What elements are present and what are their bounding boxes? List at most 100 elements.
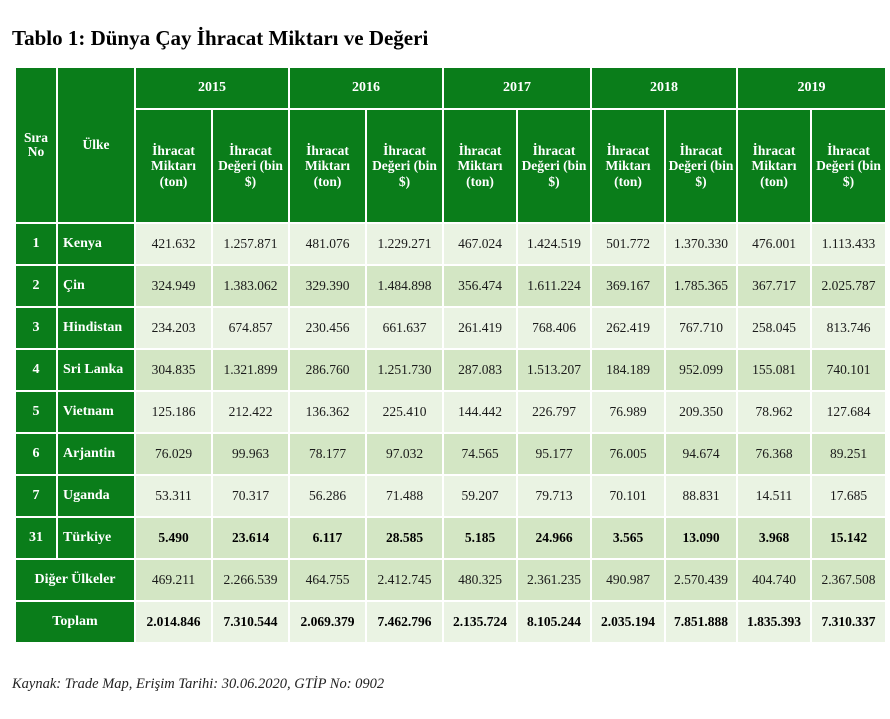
value-cell: 740.101 xyxy=(812,350,885,390)
value-cell: 490.987 xyxy=(592,560,664,600)
country-cell: Kenya xyxy=(58,224,134,264)
table-title: Tablo 1: Dünya Çay İhracat Miktarı ve De… xyxy=(12,26,429,50)
value-cell: 5.490 xyxy=(136,518,211,558)
value-cell: 367.717 xyxy=(738,266,810,306)
value-cell: 404.740 xyxy=(738,560,810,600)
value-cell: 1.229.271 xyxy=(367,224,442,264)
value-cell: 17.685 xyxy=(812,476,885,516)
value-cell: 258.045 xyxy=(738,308,810,348)
total-row: Toplam 2.014.846 7.310.544 2.069.379 7.462.7… xyxy=(16,602,885,642)
tea-export-table: Sıra No Ülke 2015 2016 2017 2018 2019 İh… xyxy=(14,66,887,644)
rank-cell: 1 xyxy=(16,224,56,264)
value-cell: 125.186 xyxy=(136,392,211,432)
country-cell: Sri Lanka xyxy=(58,350,134,390)
value-cell: 24.966 xyxy=(518,518,590,558)
value-cell: 261.419 xyxy=(444,308,516,348)
value-cell: 3.968 xyxy=(738,518,810,558)
value-cell: 74.565 xyxy=(444,434,516,474)
value-cell: 768.406 xyxy=(518,308,590,348)
value-cell: 76.989 xyxy=(592,392,664,432)
country-cell: Hindistan xyxy=(58,308,134,348)
value-cell: 262.419 xyxy=(592,308,664,348)
value-cell: 230.456 xyxy=(290,308,365,348)
header-sira-no: Sıra No xyxy=(16,68,56,222)
value-cell: 767.710 xyxy=(666,308,736,348)
value-cell: 286.760 xyxy=(290,350,365,390)
value-cell: 1.257.871 xyxy=(213,224,288,264)
value-cell: 467.024 xyxy=(444,224,516,264)
header-year: 2018 xyxy=(592,68,736,108)
value-cell: 23.614 xyxy=(213,518,288,558)
value-cell: 356.474 xyxy=(444,266,516,306)
value-cell: 70.317 xyxy=(213,476,288,516)
value-cell: 76.368 xyxy=(738,434,810,474)
value-cell: 56.286 xyxy=(290,476,365,516)
country-cell: Uganda xyxy=(58,476,134,516)
value-cell: 127.684 xyxy=(812,392,885,432)
other-countries-row: Diğer Ülkeler 469.211 2.266.539 464.755 2.41… xyxy=(16,560,885,600)
value-cell: 476.001 xyxy=(738,224,810,264)
value-cell: 15.142 xyxy=(812,518,885,558)
value-cell: 464.755 xyxy=(290,560,365,600)
value-cell: 287.083 xyxy=(444,350,516,390)
value-cell: 2.412.745 xyxy=(367,560,442,600)
country-cell: Türkiye xyxy=(58,518,134,558)
value-cell: 1.370.330 xyxy=(666,224,736,264)
value-cell: 184.189 xyxy=(592,350,664,390)
value-cell: 89.251 xyxy=(812,434,885,474)
value-cell: 225.410 xyxy=(367,392,442,432)
header-ihracat-miktari: İhracat Miktarı (ton) xyxy=(444,110,516,222)
value-cell: 1.113.433 xyxy=(812,224,885,264)
value-cell: 6.117 xyxy=(290,518,365,558)
header-ihracat-degeri: İhracat Değeri (bin $) xyxy=(367,110,442,222)
value-cell: 1.513.207 xyxy=(518,350,590,390)
value-cell: 1.251.730 xyxy=(367,350,442,390)
value-cell: 480.325 xyxy=(444,560,516,600)
value-cell: 2.014.846 xyxy=(136,602,211,642)
country-cell: Arjantin xyxy=(58,434,134,474)
value-cell: 661.637 xyxy=(367,308,442,348)
rank-cell: 4 xyxy=(16,350,56,390)
other-countries-label: Diğer Ülkeler xyxy=(16,560,134,600)
table-row: 1 Kenya 421.632 1.257.871 481.076 1.229.271 46… xyxy=(16,224,885,264)
value-cell: 329.390 xyxy=(290,266,365,306)
value-cell: 7.462.796 xyxy=(367,602,442,642)
value-cell: 28.585 xyxy=(367,518,442,558)
value-cell: 136.362 xyxy=(290,392,365,432)
value-cell: 1.321.899 xyxy=(213,350,288,390)
value-cell: 7.851.888 xyxy=(666,602,736,642)
header-ihracat-degeri: İhracat Değeri (bin $) xyxy=(518,110,590,222)
header-year: 2016 xyxy=(290,68,442,108)
value-cell: 99.963 xyxy=(213,434,288,474)
value-cell: 481.076 xyxy=(290,224,365,264)
value-cell: 421.632 xyxy=(136,224,211,264)
value-cell: 1.424.519 xyxy=(518,224,590,264)
table-body: 1 Kenya 421.632 1.257.871 481.076 1.229.271 46… xyxy=(16,224,885,642)
value-cell: 59.207 xyxy=(444,476,516,516)
table-row: 7 Uganda 53.311 70.317 56.286 71.488 59.207 79.… xyxy=(16,476,885,516)
value-cell: 2.069.379 xyxy=(290,602,365,642)
header-ulke: Ülke xyxy=(58,68,134,222)
rank-cell: 31 xyxy=(16,518,56,558)
country-cell: Çin xyxy=(58,266,134,306)
value-cell: 2.266.539 xyxy=(213,560,288,600)
value-cell: 1.484.898 xyxy=(367,266,442,306)
rank-cell: 2 xyxy=(16,266,56,306)
value-cell: 209.350 xyxy=(666,392,736,432)
value-cell: 70.101 xyxy=(592,476,664,516)
value-cell: 155.081 xyxy=(738,350,810,390)
value-cell: 501.772 xyxy=(592,224,664,264)
value-cell: 1.611.224 xyxy=(518,266,590,306)
value-cell: 2.035.194 xyxy=(592,602,664,642)
value-cell: 71.488 xyxy=(367,476,442,516)
value-cell: 76.029 xyxy=(136,434,211,474)
value-cell: 469.211 xyxy=(136,560,211,600)
value-cell: 1.383.062 xyxy=(213,266,288,306)
value-cell: 3.565 xyxy=(592,518,664,558)
country-cell: Vietnam xyxy=(58,392,134,432)
table-row: 5 Vietnam 125.186 212.422 136.362 225.410 144.… xyxy=(16,392,885,432)
value-cell: 7.310.337 xyxy=(812,602,885,642)
total-label: Toplam xyxy=(16,602,134,642)
table-row: 4 Sri Lanka 304.835 1.321.899 286.760 1.251.7… xyxy=(16,350,885,390)
value-cell: 369.167 xyxy=(592,266,664,306)
